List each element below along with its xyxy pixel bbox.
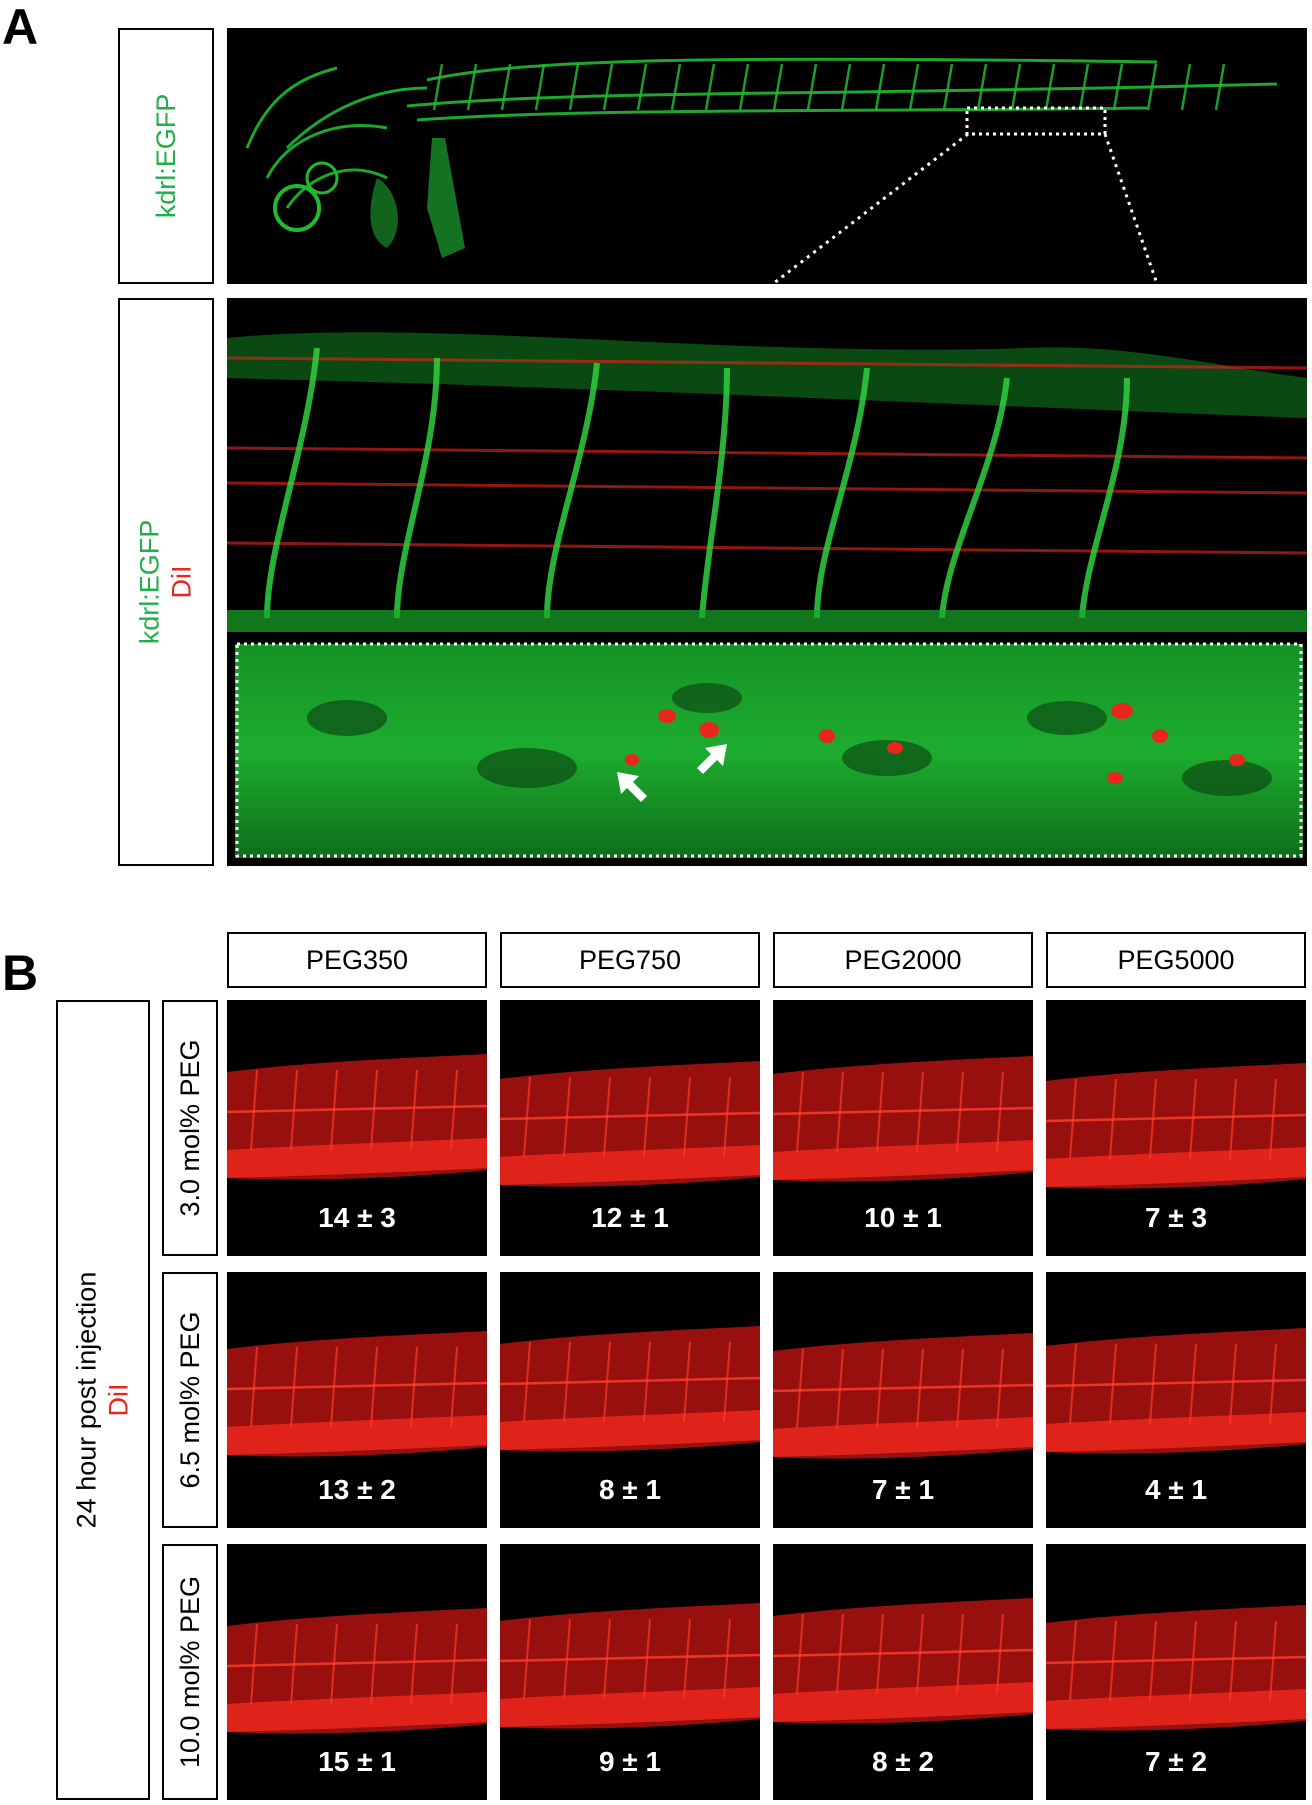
dii-image-tile: 7 ± 3 xyxy=(1046,1000,1306,1256)
magnified-trunk-image xyxy=(227,298,1307,866)
dii-count-label: 4 ± 1 xyxy=(1144,1474,1208,1505)
row-label: 10.0 mol% PEG xyxy=(174,1575,205,1769)
dii-count-label: 15 ± 1 xyxy=(318,1746,396,1777)
column-header: PEG750 xyxy=(500,932,760,988)
dii-image-tile: 8 ± 2 xyxy=(773,1544,1033,1800)
row-label-box: 6.5 mol% PEG xyxy=(162,1272,218,1528)
panel-b-letter: B xyxy=(2,945,39,1001)
row-label-box: 3.0 mol% PEG xyxy=(162,1000,218,1256)
row-label-box: 10.0 mol% PEG xyxy=(162,1544,218,1800)
dii-count-label: 8 ± 2 xyxy=(871,1746,935,1777)
dii-count-label: 7 ± 3 xyxy=(1144,1202,1208,1233)
dii-count-label: 9 ± 1 xyxy=(598,1746,662,1777)
stain-label: DiI xyxy=(104,1383,134,1417)
dii-image-tile: 13 ± 2 xyxy=(227,1272,487,1528)
panel-a-letter: A xyxy=(2,0,39,55)
whole-embryo-image xyxy=(227,28,1307,284)
dii-count-label: 14 ± 3 xyxy=(318,1202,396,1233)
column-header: PEG5000 xyxy=(1046,932,1306,988)
panel-a-top-label-box: kdrl:EGFP xyxy=(118,28,214,284)
dii-image-tile: 7 ± 1 xyxy=(773,1272,1033,1528)
row-label: 6.5 mol% PEG xyxy=(174,1311,205,1489)
dii-count-label: 7 ± 1 xyxy=(871,1474,935,1505)
dii-count-label: 13 ± 2 xyxy=(318,1474,396,1505)
dii-image-tile: 4 ± 1 xyxy=(1046,1272,1306,1528)
panel-b-side-label: 24 hour post injection DiI xyxy=(71,1272,136,1529)
panel-a-bottom-label-box: kdrl:EGFP DiI xyxy=(118,298,214,866)
dii-image-tile: 15 ± 1 xyxy=(227,1544,487,1800)
dii-count-label: 7 ± 2 xyxy=(1144,1746,1208,1777)
column-header: PEG350 xyxy=(227,932,487,988)
column-header: PEG2000 xyxy=(773,932,1033,988)
dii-image-tile: 10 ± 1 xyxy=(773,1000,1033,1256)
row-label: 3.0 mol% PEG xyxy=(174,1039,205,1217)
dii-image-tile: 12 ± 1 xyxy=(500,1000,760,1256)
dii-count-label: 10 ± 1 xyxy=(864,1202,942,1233)
dii-image-tile: 9 ± 1 xyxy=(500,1544,760,1800)
dii-image-tile: 8 ± 1 xyxy=(500,1272,760,1528)
time-label: 24 hour post injection xyxy=(71,1271,102,1529)
dii-count-label: 12 ± 1 xyxy=(591,1202,669,1233)
dii-image-tile: 14 ± 3 xyxy=(227,1000,487,1256)
dii-count-label: 8 ± 1 xyxy=(598,1474,662,1505)
dii-image-tile: 7 ± 2 xyxy=(1046,1544,1306,1800)
panel-b-side-label-box: 24 hour post injection DiI xyxy=(56,1000,150,1800)
